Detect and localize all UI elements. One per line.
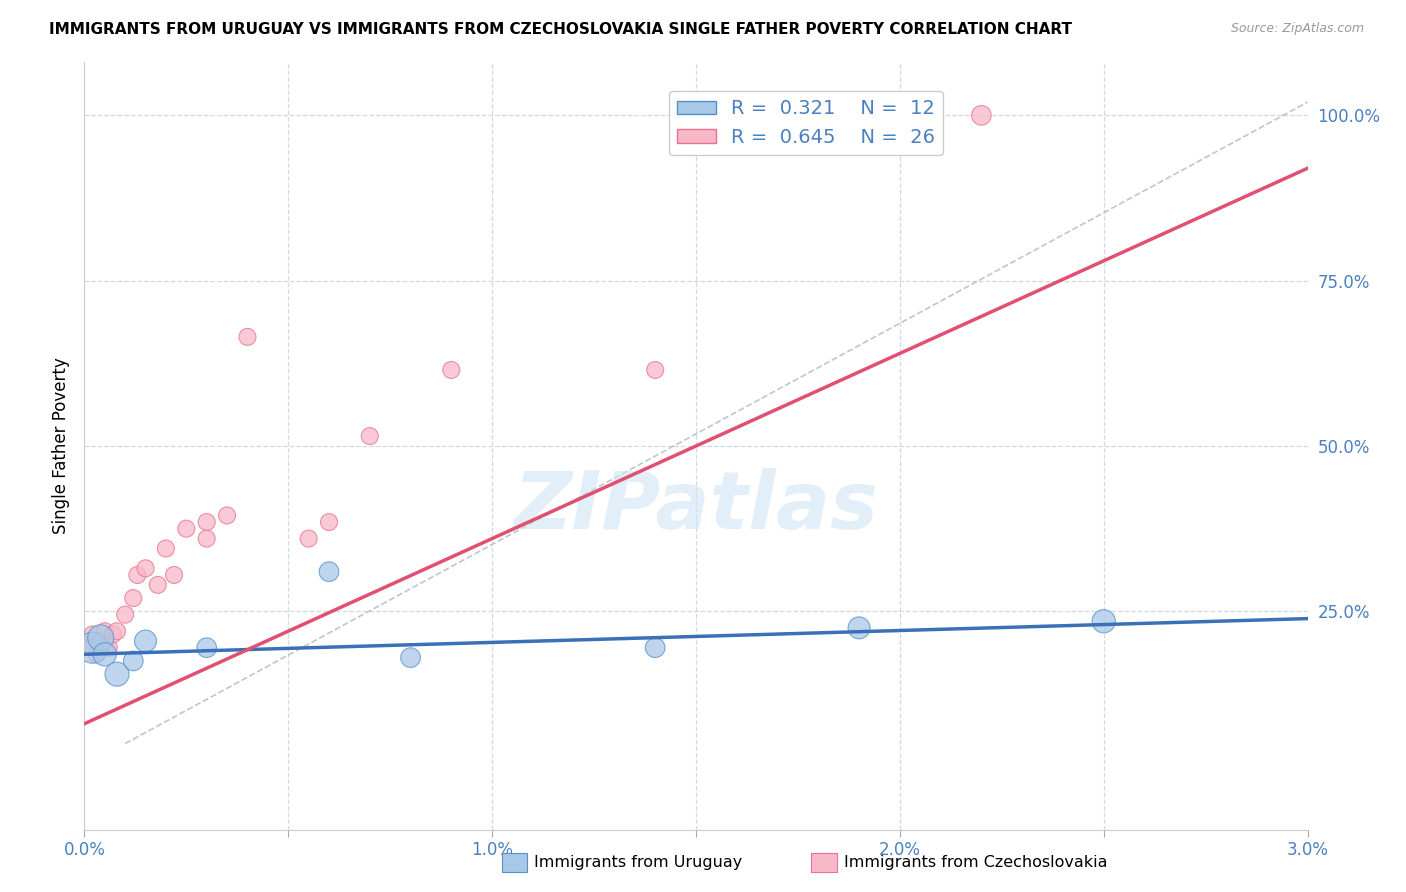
Point [399,650,422,665]
Point [135,634,157,648]
Point [970,108,993,122]
Point [127,568,149,582]
Point [97,640,120,655]
Point [105,624,128,639]
Point [122,591,145,606]
Point [146,578,169,592]
Legend: R =  0.321    N =  12, R =  0.645    N =  26: R = 0.321 N = 12, R = 0.645 N = 26 [669,91,943,154]
Point [848,621,870,635]
Text: Immigrants from Uruguay: Immigrants from Uruguay [534,855,742,870]
Point [114,607,136,622]
Point [93,648,117,662]
Point [86,648,108,662]
Point [236,330,259,344]
Point [440,363,463,377]
Point [101,627,124,641]
Point [122,654,145,668]
Point [163,568,186,582]
Text: Source: ZipAtlas.com: Source: ZipAtlas.com [1230,22,1364,36]
Text: IMMIGRANTS FROM URUGUAY VS IMMIGRANTS FROM CZECHOSLOVAKIA SINGLE FATHER POVERTY : IMMIGRANTS FROM URUGUAY VS IMMIGRANTS FR… [49,22,1073,37]
Point [1092,614,1115,628]
Point [195,515,218,529]
Point [195,640,218,655]
Point [318,565,340,579]
Point [298,532,321,546]
Point [90,634,112,648]
Point [77,637,100,651]
Point [135,561,157,575]
Point [90,631,112,645]
Point [318,515,340,529]
Point [195,532,218,546]
Point [93,624,117,639]
Y-axis label: Single Father Poverty: Single Father Poverty [52,358,70,534]
Text: ZIPatlas: ZIPatlas [513,468,879,547]
Point [155,541,177,556]
Point [644,640,666,655]
Point [644,363,666,377]
Point [176,522,198,536]
Point [82,627,104,641]
Point [105,667,128,681]
Point [82,640,104,655]
Text: Immigrants from Czechoslovakia: Immigrants from Czechoslovakia [844,855,1107,870]
Point [359,429,381,443]
Point [217,508,239,523]
